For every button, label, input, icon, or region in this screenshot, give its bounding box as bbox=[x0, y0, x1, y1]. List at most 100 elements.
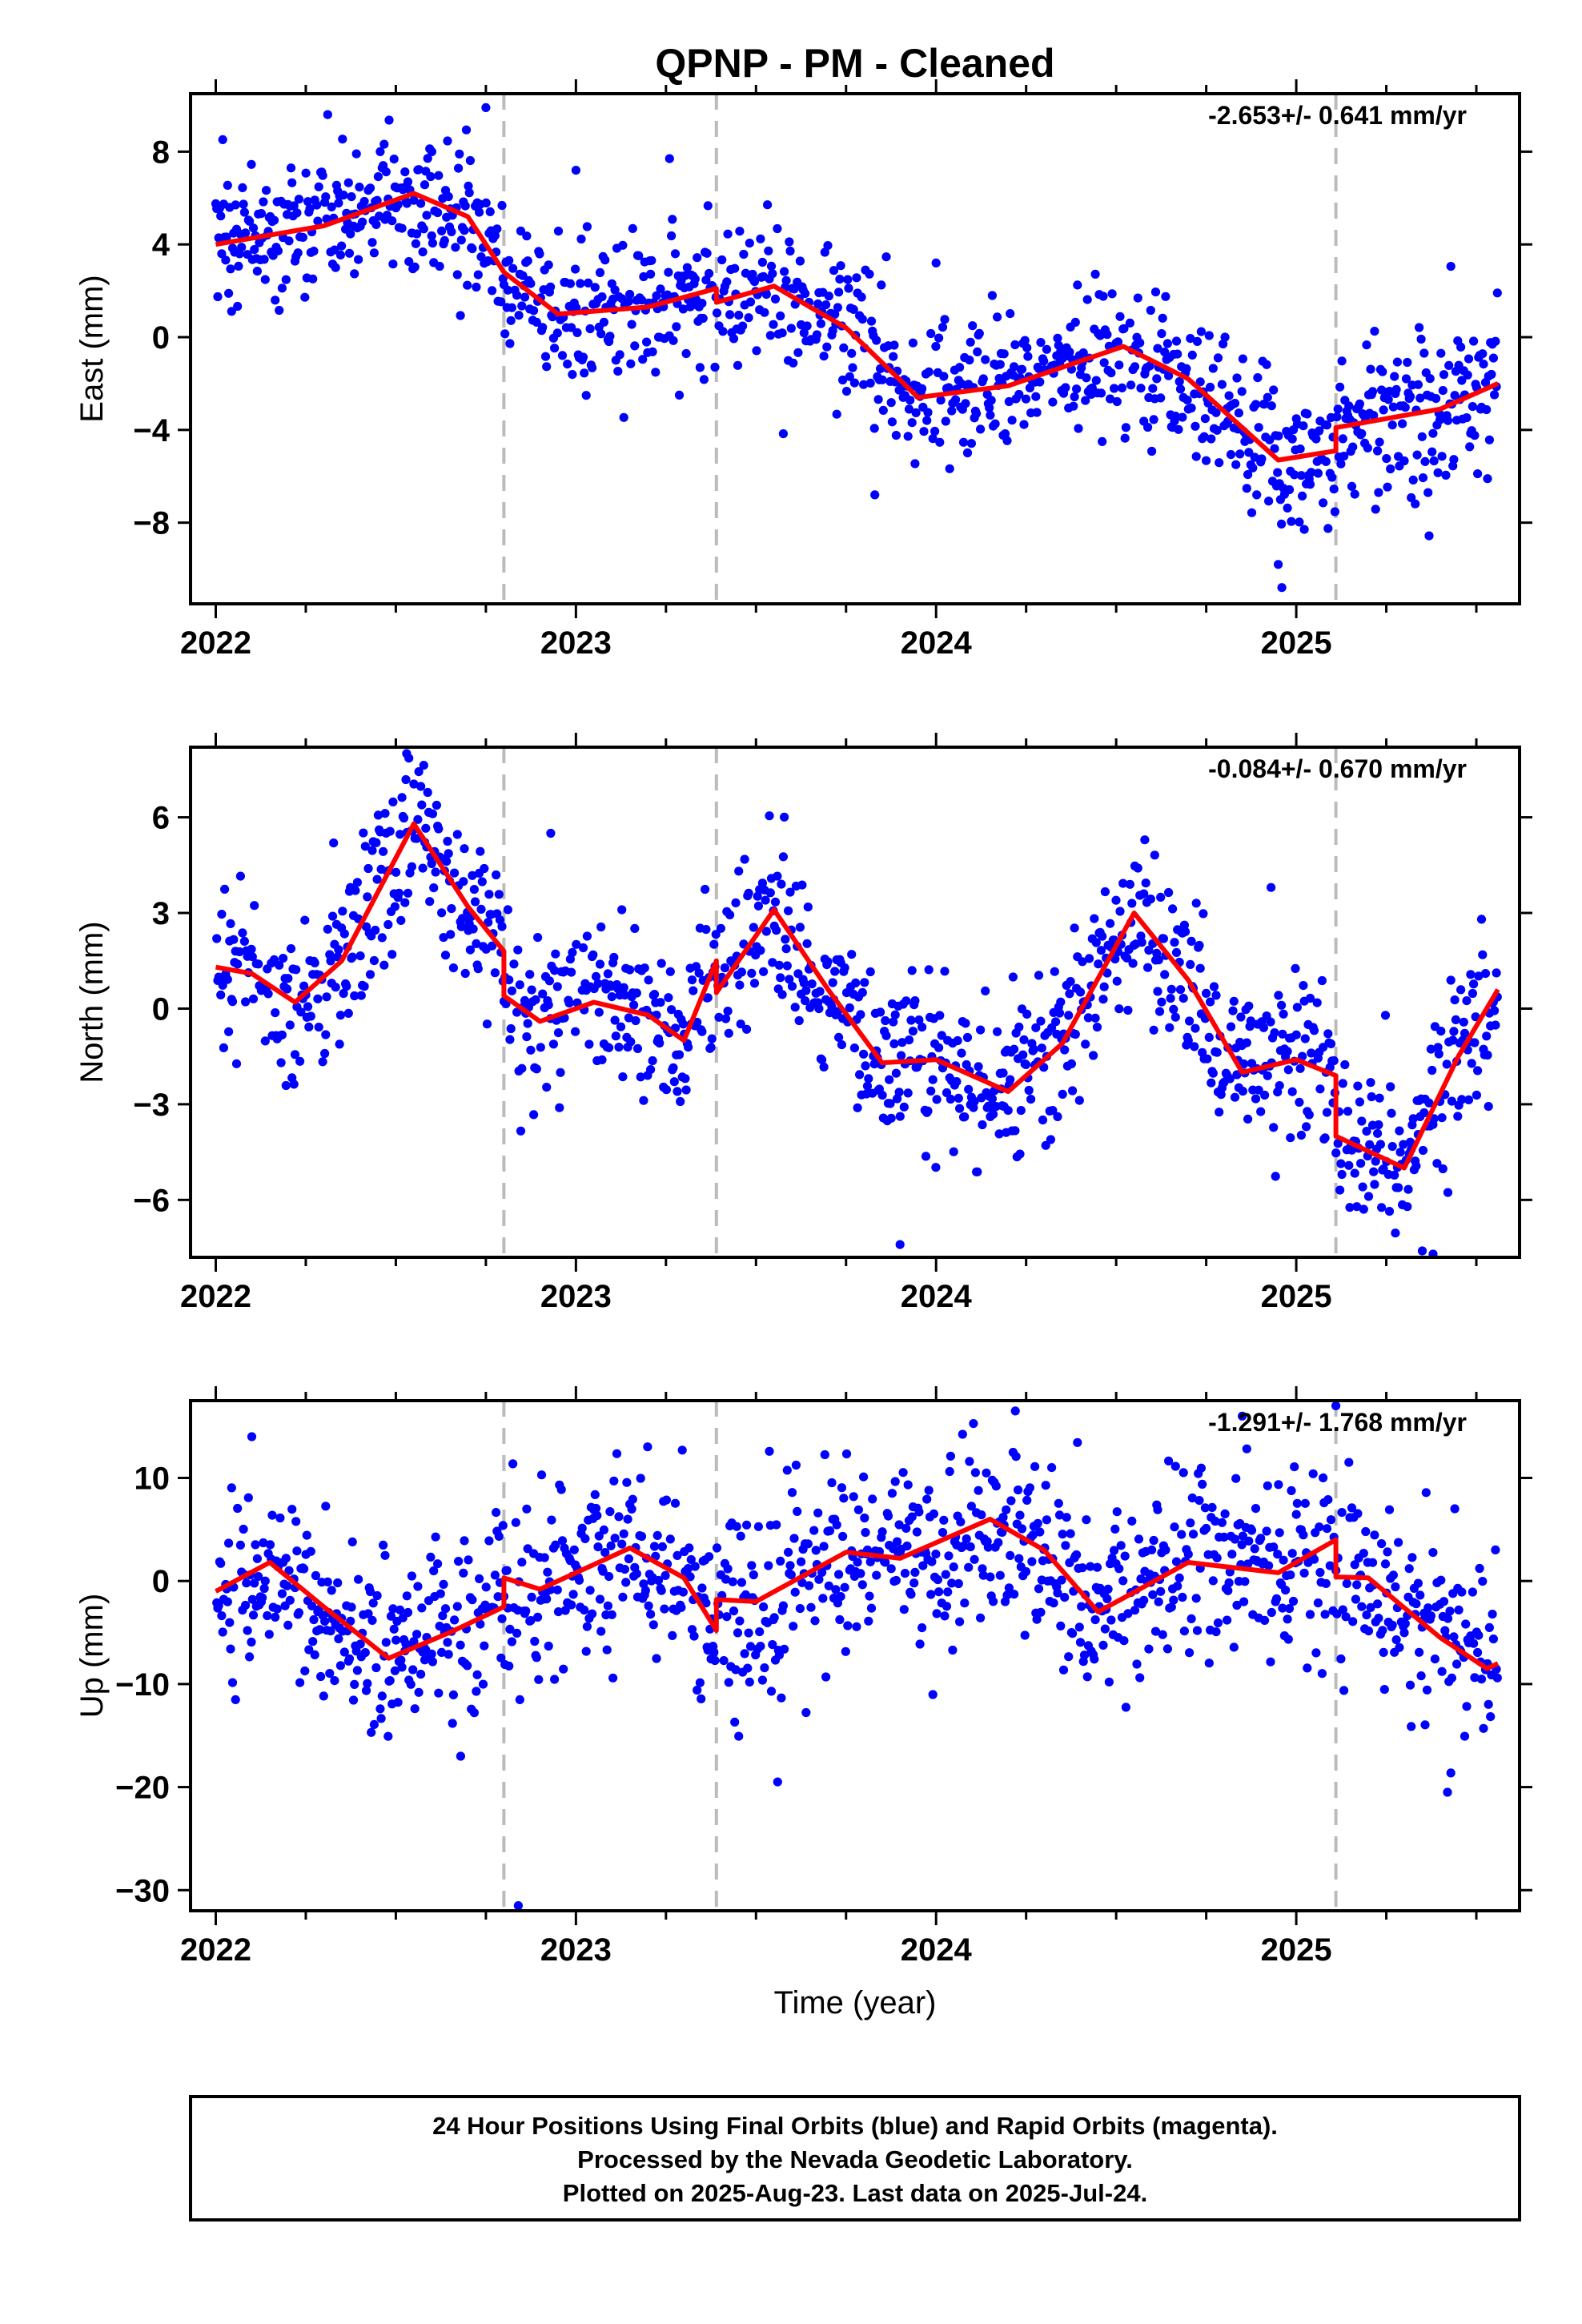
up-point bbox=[811, 1546, 821, 1555]
north-point bbox=[910, 996, 920, 1006]
up-point bbox=[728, 1577, 737, 1586]
east-point bbox=[1321, 456, 1331, 467]
up-point bbox=[1413, 1578, 1423, 1588]
north-point bbox=[363, 892, 372, 902]
up-point bbox=[1284, 1604, 1295, 1614]
up-point bbox=[607, 1610, 616, 1619]
north-point bbox=[1056, 997, 1066, 1007]
up-point bbox=[403, 1607, 413, 1618]
north-point bbox=[1491, 1020, 1500, 1030]
up-point bbox=[347, 1602, 356, 1612]
east-point bbox=[869, 424, 879, 433]
up-point bbox=[550, 1675, 560, 1684]
east-point bbox=[1290, 470, 1299, 480]
east-point bbox=[1373, 446, 1383, 456]
north-point bbox=[897, 1051, 906, 1060]
east-point bbox=[1419, 348, 1429, 358]
east-point bbox=[492, 224, 502, 234]
north-point bbox=[417, 800, 427, 810]
up-point bbox=[454, 1557, 464, 1566]
north-point bbox=[326, 956, 335, 966]
east-point bbox=[1120, 433, 1130, 443]
up-point bbox=[225, 1618, 235, 1627]
north-point bbox=[1305, 993, 1315, 1003]
up-point bbox=[606, 1541, 616, 1550]
east-point bbox=[693, 253, 702, 263]
up-point bbox=[1251, 1504, 1261, 1514]
up-point bbox=[602, 1645, 612, 1655]
east-point bbox=[1415, 323, 1424, 332]
north-point bbox=[414, 767, 424, 777]
north-point bbox=[860, 978, 869, 987]
up-point bbox=[1311, 1648, 1321, 1658]
up-point bbox=[375, 1704, 385, 1714]
up-point bbox=[1379, 1685, 1389, 1695]
up-point bbox=[1486, 1712, 1496, 1722]
north-point bbox=[254, 959, 263, 969]
north-point bbox=[684, 1043, 693, 1052]
up-point bbox=[463, 1661, 472, 1671]
north-point bbox=[664, 993, 673, 1003]
up-point bbox=[1127, 1516, 1137, 1526]
north-point bbox=[687, 975, 697, 985]
up-point bbox=[567, 1600, 576, 1610]
east-point bbox=[259, 255, 269, 264]
east-point bbox=[275, 305, 284, 316]
up-point bbox=[227, 1678, 238, 1687]
east-point bbox=[887, 417, 897, 427]
north-point bbox=[482, 1019, 492, 1029]
up-point bbox=[393, 1698, 403, 1707]
north-point bbox=[1353, 1081, 1363, 1091]
east-point bbox=[1126, 380, 1136, 390]
north-x-tick-label: 2023 bbox=[540, 1279, 612, 1314]
east-point bbox=[1039, 356, 1049, 366]
up-point bbox=[1072, 1550, 1082, 1560]
north-point bbox=[468, 870, 477, 880]
north-point bbox=[550, 966, 560, 975]
up-point bbox=[593, 1542, 603, 1552]
east-point bbox=[770, 294, 781, 304]
up-point bbox=[1470, 1673, 1480, 1683]
north-point bbox=[231, 1059, 242, 1068]
up-point bbox=[320, 1616, 330, 1626]
east-point bbox=[1383, 395, 1393, 404]
east-point bbox=[865, 269, 874, 279]
up-point bbox=[627, 1504, 636, 1514]
east-point bbox=[845, 372, 854, 381]
up-point bbox=[1054, 1498, 1063, 1508]
north-point bbox=[1060, 1045, 1070, 1055]
east-point bbox=[1250, 452, 1259, 462]
north-point bbox=[323, 924, 332, 934]
north-point bbox=[749, 923, 758, 932]
north-point bbox=[1295, 1063, 1305, 1073]
north-point bbox=[855, 1070, 865, 1080]
up-point bbox=[835, 1614, 845, 1625]
north-point bbox=[1122, 953, 1132, 963]
north-ylabel: North (mm) bbox=[74, 921, 110, 1083]
east-point bbox=[1215, 458, 1224, 468]
north-point bbox=[1031, 1023, 1041, 1032]
north-point bbox=[359, 828, 368, 838]
up-outlier-point bbox=[1331, 1401, 1341, 1410]
up-point bbox=[914, 1507, 924, 1517]
north-point bbox=[1277, 1000, 1287, 1010]
east-point bbox=[1110, 384, 1119, 393]
up-point bbox=[994, 1538, 1003, 1547]
up-point bbox=[836, 1592, 845, 1602]
north-point bbox=[216, 990, 226, 999]
east-point bbox=[965, 356, 974, 365]
up-point bbox=[1290, 1462, 1299, 1472]
up-point bbox=[1028, 1530, 1038, 1540]
north-point bbox=[476, 846, 485, 856]
east-point bbox=[1401, 374, 1411, 384]
north-point bbox=[1186, 959, 1195, 969]
up-point bbox=[883, 1511, 893, 1521]
up-point bbox=[868, 1494, 877, 1504]
east-point bbox=[670, 249, 681, 259]
east-point bbox=[618, 240, 628, 250]
east-point bbox=[834, 287, 844, 297]
north-point bbox=[724, 1028, 733, 1038]
north-point bbox=[439, 933, 448, 943]
east-point bbox=[866, 316, 877, 326]
east-point bbox=[1136, 384, 1146, 393]
